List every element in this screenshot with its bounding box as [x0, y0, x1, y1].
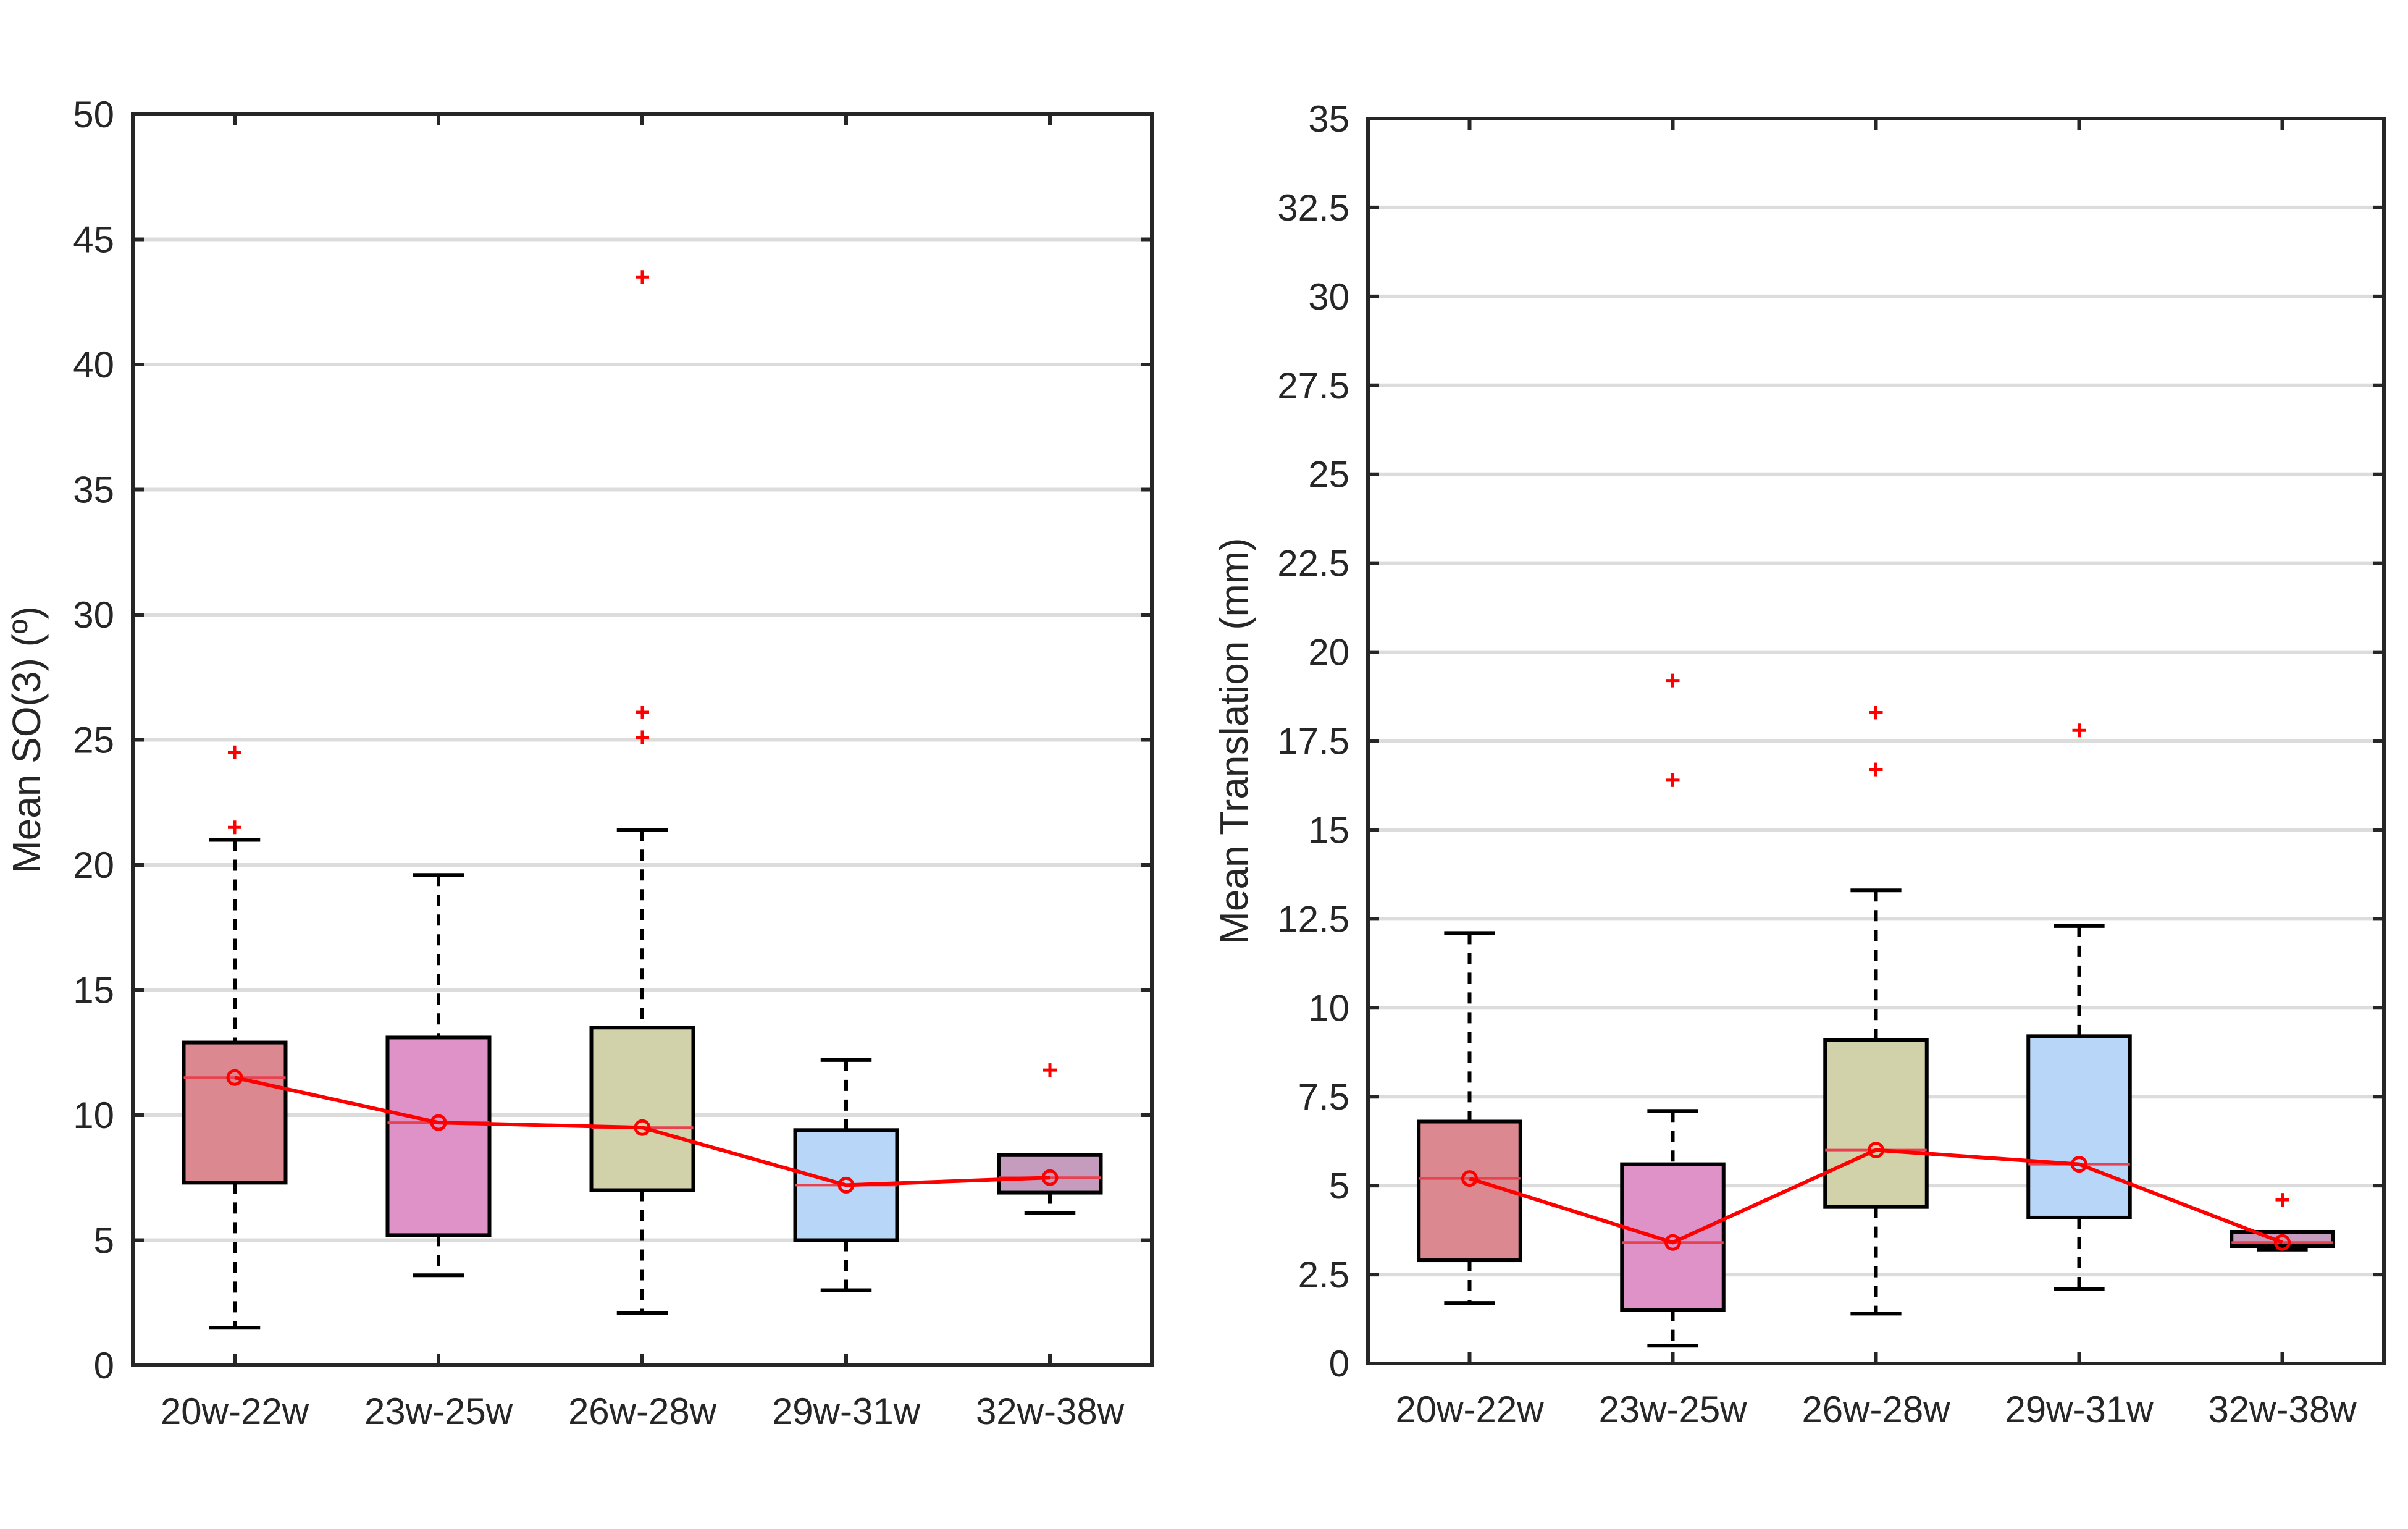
y-tick-label: 12.5 — [1277, 898, 1349, 940]
box-29w-31w — [2026, 1034, 2132, 1219]
box-26w-28w — [1823, 1038, 1929, 1209]
y-tick-label: 27.5 — [1277, 365, 1349, 406]
outlier-point — [1666, 673, 1680, 688]
x-tick-label: 29w-31w — [772, 1391, 921, 1432]
x-tick-label: 32w-38w — [2208, 1389, 2357, 1430]
mean-trend-line — [1469, 1148, 2283, 1245]
y-tick-label: 25 — [1308, 454, 1349, 495]
left-panel-so3: 0 5 10 15 20 25 30 35 40 45 50 20w-22w 23w-25w 26w-28… — [4, 94, 1154, 1432]
outlier-point — [1666, 773, 1680, 787]
y-tick-label: 20 — [1308, 632, 1349, 673]
y-tick-label: 0 — [94, 1345, 114, 1386]
outlier-point — [1043, 1063, 1057, 1077]
x-tick-label: 32w-38w — [976, 1391, 1125, 1432]
outlier-point — [2275, 1193, 2289, 1207]
mean-marker — [1868, 1142, 1884, 1159]
right-panel-translation: 0 2.5 5 7.5 10 12.5 15 17.5 20 22.5 25 27.5 30 32.5 35… — [1212, 98, 2386, 1430]
mean-marker — [2274, 1234, 2291, 1251]
y-tick-label: 5 — [1329, 1165, 1349, 1207]
y-tick-label: 5 — [94, 1220, 114, 1262]
mean-marker — [1664, 1234, 1681, 1251]
y-tick-label: 15 — [1308, 809, 1349, 851]
y-tick-label: 45 — [73, 219, 114, 261]
outlier-point — [2072, 723, 2086, 738]
x-tick-label: 26w-28w — [1802, 1389, 1950, 1430]
outlier-point — [1869, 762, 1883, 777]
x-tick-label: 26w-28w — [568, 1391, 717, 1432]
y-tick-label: 35 — [1308, 98, 1349, 140]
outlier-point — [228, 745, 241, 759]
y-tick-label: 2.5 — [1298, 1254, 1349, 1295]
x-tick-label: 20w-22w — [161, 1391, 309, 1432]
mean-marker — [226, 1069, 243, 1086]
outlier-point — [636, 270, 649, 284]
outlier-point — [1869, 706, 1883, 720]
mean-marker — [1461, 1170, 1478, 1187]
y-tick-label: 25 — [73, 720, 114, 761]
mean-marker — [634, 1119, 651, 1136]
y-tick-label: 17.5 — [1277, 721, 1349, 762]
outlier-point — [636, 730, 649, 744]
outlier-point — [228, 820, 241, 835]
outlier-point — [636, 705, 649, 719]
y-tick-label: 30 — [1308, 276, 1349, 318]
y-tick-label: 50 — [73, 94, 114, 135]
x-tick-label: 20w-22w — [1395, 1389, 1544, 1430]
y-tick-label: 0 — [1329, 1343, 1349, 1384]
y-tick-label: 15 — [73, 970, 114, 1011]
mean-marker — [430, 1114, 447, 1131]
box-20w-22w — [182, 1040, 288, 1185]
y-tick-label: 10 — [73, 1095, 114, 1136]
box-32w-38w — [997, 1153, 1103, 1195]
y-axis-title: Mean SO(3) (º) — [4, 606, 49, 873]
box-23w-25w — [385, 1035, 492, 1237]
y-tick-label: 30 — [73, 594, 114, 636]
x-tick-label: 29w-31w — [2005, 1389, 2154, 1430]
y-tick-label: 22.5 — [1277, 543, 1349, 584]
box-26w-28w — [589, 1026, 695, 1192]
y-tick-label: 40 — [73, 344, 114, 385]
y-tick-label: 7.5 — [1298, 1076, 1349, 1118]
y-tick-label: 32.5 — [1277, 187, 1349, 229]
y-tick-label: 20 — [73, 845, 114, 886]
x-tick-label: 23w-25w — [1598, 1389, 1747, 1430]
y-axis-title: Mean Translation (mm) — [1212, 538, 1256, 945]
mean-trend-line — [234, 1076, 1051, 1187]
x-tick-label: 23w-25w — [364, 1391, 513, 1432]
box-32w-38w — [2230, 1229, 2335, 1249]
y-tick-label: 35 — [73, 470, 114, 511]
mean-marker — [2071, 1156, 2087, 1173]
mean-marker — [837, 1176, 855, 1194]
y-tick-label: 10 — [1308, 987, 1349, 1029]
mean-marker — [1041, 1169, 1059, 1186]
